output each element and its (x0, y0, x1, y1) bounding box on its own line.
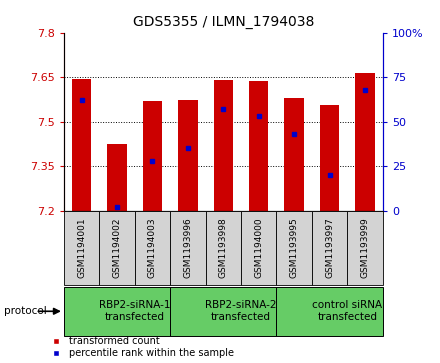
Text: RBP2-siRNA-2
transfected: RBP2-siRNA-2 transfected (205, 301, 277, 322)
Text: GSM1193999: GSM1193999 (360, 217, 370, 278)
Text: GSM1193997: GSM1193997 (325, 217, 334, 278)
Bar (241, 211, 276, 285)
Text: GSM1194001: GSM1194001 (77, 217, 86, 278)
Bar (99, 211, 135, 285)
Bar (107, 144, 127, 211)
Text: control siRNA
transfected: control siRNA transfected (312, 301, 382, 322)
Bar (170, 211, 205, 285)
Bar (276, 287, 383, 336)
Text: GSM1194000: GSM1194000 (254, 217, 263, 278)
Text: protocol: protocol (4, 306, 47, 316)
Bar (170, 287, 276, 336)
Text: GSM1194003: GSM1194003 (148, 217, 157, 278)
Bar (320, 105, 339, 211)
Bar (135, 211, 170, 285)
Bar (249, 81, 268, 211)
Bar (356, 73, 375, 211)
Bar (284, 98, 304, 211)
Text: GSM1193996: GSM1193996 (183, 217, 192, 278)
Bar (213, 80, 233, 211)
Legend: transformed count, percentile rank within the sample: transformed count, percentile rank withi… (47, 336, 234, 358)
Text: GSM1193995: GSM1193995 (290, 217, 299, 278)
Bar (347, 211, 383, 285)
Title: GDS5355 / ILMN_1794038: GDS5355 / ILMN_1794038 (132, 15, 314, 29)
Bar (143, 101, 162, 211)
Bar (178, 100, 198, 211)
Text: GSM1194002: GSM1194002 (113, 217, 121, 278)
Bar (72, 79, 91, 211)
Bar (205, 211, 241, 285)
Bar (64, 211, 99, 285)
Text: RBP2-siRNA-1
transfected: RBP2-siRNA-1 transfected (99, 301, 170, 322)
Text: GSM1193998: GSM1193998 (219, 217, 228, 278)
Bar (64, 287, 170, 336)
Bar (312, 211, 347, 285)
Bar (276, 211, 312, 285)
